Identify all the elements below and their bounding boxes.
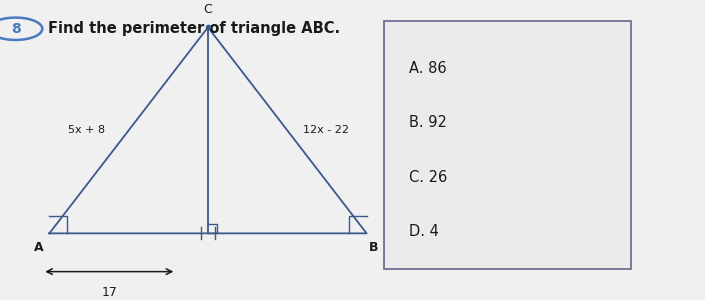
Text: 17: 17 (102, 286, 117, 299)
Text: Find the perimeter of triangle ABC.: Find the perimeter of triangle ABC. (48, 21, 340, 36)
Circle shape (0, 18, 42, 40)
Text: A. 86: A. 86 (409, 61, 446, 76)
Text: B. 92: B. 92 (409, 116, 447, 130)
Text: C: C (204, 2, 212, 16)
Text: D. 4: D. 4 (409, 224, 439, 239)
Text: 12x - 22: 12x - 22 (303, 125, 349, 135)
Text: A: A (34, 241, 44, 254)
Text: 5x + 8: 5x + 8 (68, 125, 105, 135)
Text: 8: 8 (11, 22, 20, 36)
Bar (384, 21, 631, 269)
Text: C. 26: C. 26 (409, 170, 447, 185)
Text: B: B (369, 241, 379, 254)
